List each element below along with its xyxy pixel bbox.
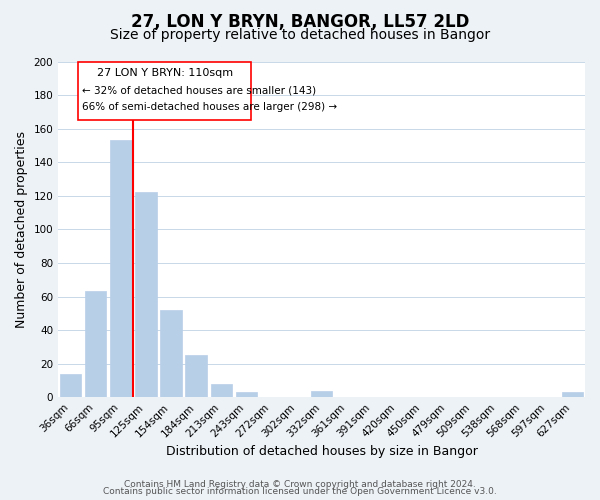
Text: 27 LON Y BRYN: 110sqm: 27 LON Y BRYN: 110sqm	[97, 68, 233, 78]
Bar	[85, 292, 106, 397]
Text: Contains public sector information licensed under the Open Government Licence v3: Contains public sector information licen…	[103, 488, 497, 496]
Text: 66% of semi-detached houses are larger (298) →: 66% of semi-detached houses are larger (…	[82, 102, 337, 112]
Bar	[60, 374, 82, 397]
Bar	[185, 356, 207, 397]
Text: Contains HM Land Registry data © Crown copyright and database right 2024.: Contains HM Land Registry data © Crown c…	[124, 480, 476, 489]
Bar	[110, 140, 131, 397]
Text: Size of property relative to detached houses in Bangor: Size of property relative to detached ho…	[110, 28, 490, 42]
Bar	[211, 384, 232, 397]
Y-axis label: Number of detached properties: Number of detached properties	[15, 131, 28, 328]
Bar	[236, 392, 257, 397]
Bar	[562, 392, 583, 397]
Bar	[311, 390, 332, 397]
X-axis label: Distribution of detached houses by size in Bangor: Distribution of detached houses by size …	[166, 444, 478, 458]
FancyBboxPatch shape	[78, 62, 251, 120]
Text: ← 32% of detached houses are smaller (143): ← 32% of detached houses are smaller (14…	[82, 85, 316, 95]
Bar	[160, 310, 182, 397]
Text: 27, LON Y BRYN, BANGOR, LL57 2LD: 27, LON Y BRYN, BANGOR, LL57 2LD	[131, 12, 469, 30]
Bar	[136, 192, 157, 397]
